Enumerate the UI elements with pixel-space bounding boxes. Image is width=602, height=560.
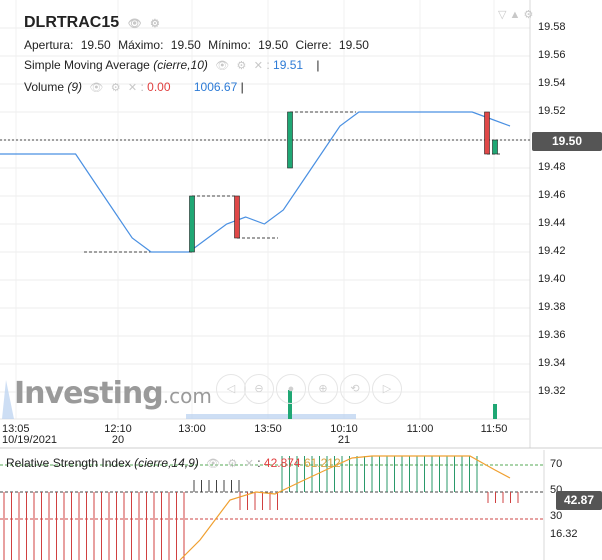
high-value: 19.50: [170, 38, 201, 52]
gear-icon[interactable]: ⚙: [236, 60, 247, 72]
close-value: 19.50: [338, 38, 369, 52]
sma-line: [0, 111, 511, 253]
time-tick-label: 13:50: [254, 423, 282, 435]
price-tick-label: 19.32: [538, 385, 566, 397]
gear-icon[interactable]: ⚙: [150, 18, 160, 30]
price-tick-label: 19.54: [538, 77, 566, 89]
zoom-out-button[interactable]: ⊖: [244, 374, 274, 404]
volume-value-b: 1006.67: [193, 80, 238, 94]
rsi-value-a: 42.874: [263, 456, 301, 470]
price-tick-label: 19.46: [538, 189, 566, 201]
volume-params: (9): [67, 80, 83, 94]
close-icon[interactable]: ✕: [127, 82, 138, 94]
rsi-value-b: 61.212: [303, 456, 341, 470]
time-tick-label: 13:00: [178, 423, 206, 435]
price-tick-label: 19.40: [538, 273, 566, 285]
price-tick-label: 19.44: [538, 217, 566, 229]
level-layer: [0, 111, 530, 253]
time-tick-label: 10:10 21: [330, 423, 358, 446]
sma-separator: |: [316, 58, 320, 72]
sma-layer: [0, 111, 511, 253]
open-value: 19.50: [80, 38, 111, 52]
close-label: Cierre:: [295, 38, 332, 52]
price-tick-label: 19.38: [538, 301, 566, 313]
sma-params: (cierre,10): [153, 58, 208, 72]
volume-value-a: 0.00: [147, 80, 171, 94]
price-tick-label: 19.34: [538, 357, 566, 369]
candle-down: [234, 195, 240, 239]
volume-label: Volume: [24, 80, 65, 94]
sma-label: Simple Moving Average: [24, 58, 150, 72]
sma-legend[interactable]: Simple Moving Average (cierre,10) 👁 ⚙ ✕ …: [24, 58, 320, 72]
candle-layer: [189, 111, 498, 253]
close-icon[interactable]: ✕: [253, 60, 263, 72]
drag-handle-button[interactable]: ●: [276, 374, 306, 404]
scroll-right-button[interactable]: ▷: [372, 374, 402, 404]
current-price-badge: 19.50: [532, 132, 602, 151]
investing-logo: Investing.com: [14, 376, 212, 411]
volume-area: [186, 414, 356, 419]
eye-icon[interactable]: 👁: [127, 18, 142, 30]
volume-layer: [2, 380, 497, 419]
candle-up: [287, 111, 293, 169]
time-tick-label: 13:05 10/19/2021: [2, 423, 58, 446]
rsi-current-badge: 42.87: [556, 491, 602, 510]
volume-separator: |: [240, 80, 244, 94]
scroll-left-button[interactable]: ◁: [216, 374, 246, 404]
gear-icon[interactable]: ⚙: [227, 458, 238, 470]
eye-icon[interactable]: 👁: [215, 60, 230, 72]
volume-bar: [288, 390, 292, 419]
volume-bar: [493, 404, 497, 419]
ohlc-row: Apertura: 19.50 Máximo: 19.50 Mínimo: 19…: [24, 38, 373, 52]
low-label: Mínimo:: [208, 38, 251, 52]
price-tick-label: 19.52: [538, 105, 566, 117]
rsi-tick-label: 30: [550, 510, 563, 522]
person-icon[interactable]: ▲: [509, 9, 521, 21]
rsi-legend[interactable]: Relative Strength Index (cierre,14,9) 👁 …: [6, 456, 341, 470]
time-tick-label: 11:50: [480, 423, 508, 435]
price-tick-label: 19.42: [538, 245, 566, 257]
time-tick-label: 12:10 20: [104, 423, 132, 446]
price-tick-label: 19.36: [538, 329, 566, 341]
sma-value: 19.51: [273, 58, 304, 72]
candle-up: [492, 139, 498, 155]
price-tick-label: 19.58: [538, 21, 566, 33]
volume-area: [2, 380, 14, 419]
close-icon[interactable]: ✕: [244, 458, 254, 470]
reset-zoom-button[interactable]: ⟲: [340, 374, 370, 404]
price-tick-label: 19.56: [538, 49, 566, 61]
rsi-tick-label: 16.32: [550, 528, 578, 540]
zoom-in-button[interactable]: ⊕: [308, 374, 338, 404]
chart-top-controls: ▽ ▲ ⚙: [498, 8, 533, 21]
price-tick-label: 19.48: [538, 161, 566, 173]
chevron-down-icon[interactable]: ▽: [498, 9, 507, 21]
rsi-label: Relative Strength Index: [6, 456, 131, 470]
eye-icon[interactable]: 👁: [89, 82, 104, 94]
gear-icon[interactable]: ⚙: [523, 9, 534, 21]
high-label: Máximo:: [118, 38, 164, 52]
ticker-title: DLRTRAC15 👁 ⚙: [24, 14, 160, 32]
low-value: 19.50: [258, 38, 289, 52]
volume-legend[interactable]: Volume (9) 👁 ⚙ ✕ : 0.00 1006.67 |: [24, 80, 244, 94]
rsi-signal-line: [179, 455, 511, 560]
rsi-layer: [0, 455, 544, 560]
eye-icon[interactable]: 👁: [206, 458, 221, 470]
candle-down: [484, 111, 490, 155]
open-label: Apertura:: [24, 38, 74, 52]
ticker-symbol: DLRTRAC15: [24, 14, 120, 31]
candle-up: [189, 195, 195, 253]
rsi-params: (cierre,14,9): [134, 456, 199, 470]
rsi-tick-label: 70: [550, 458, 563, 470]
gear-icon[interactable]: ⚙: [110, 82, 121, 94]
time-tick-label: 11:00: [406, 423, 434, 435]
